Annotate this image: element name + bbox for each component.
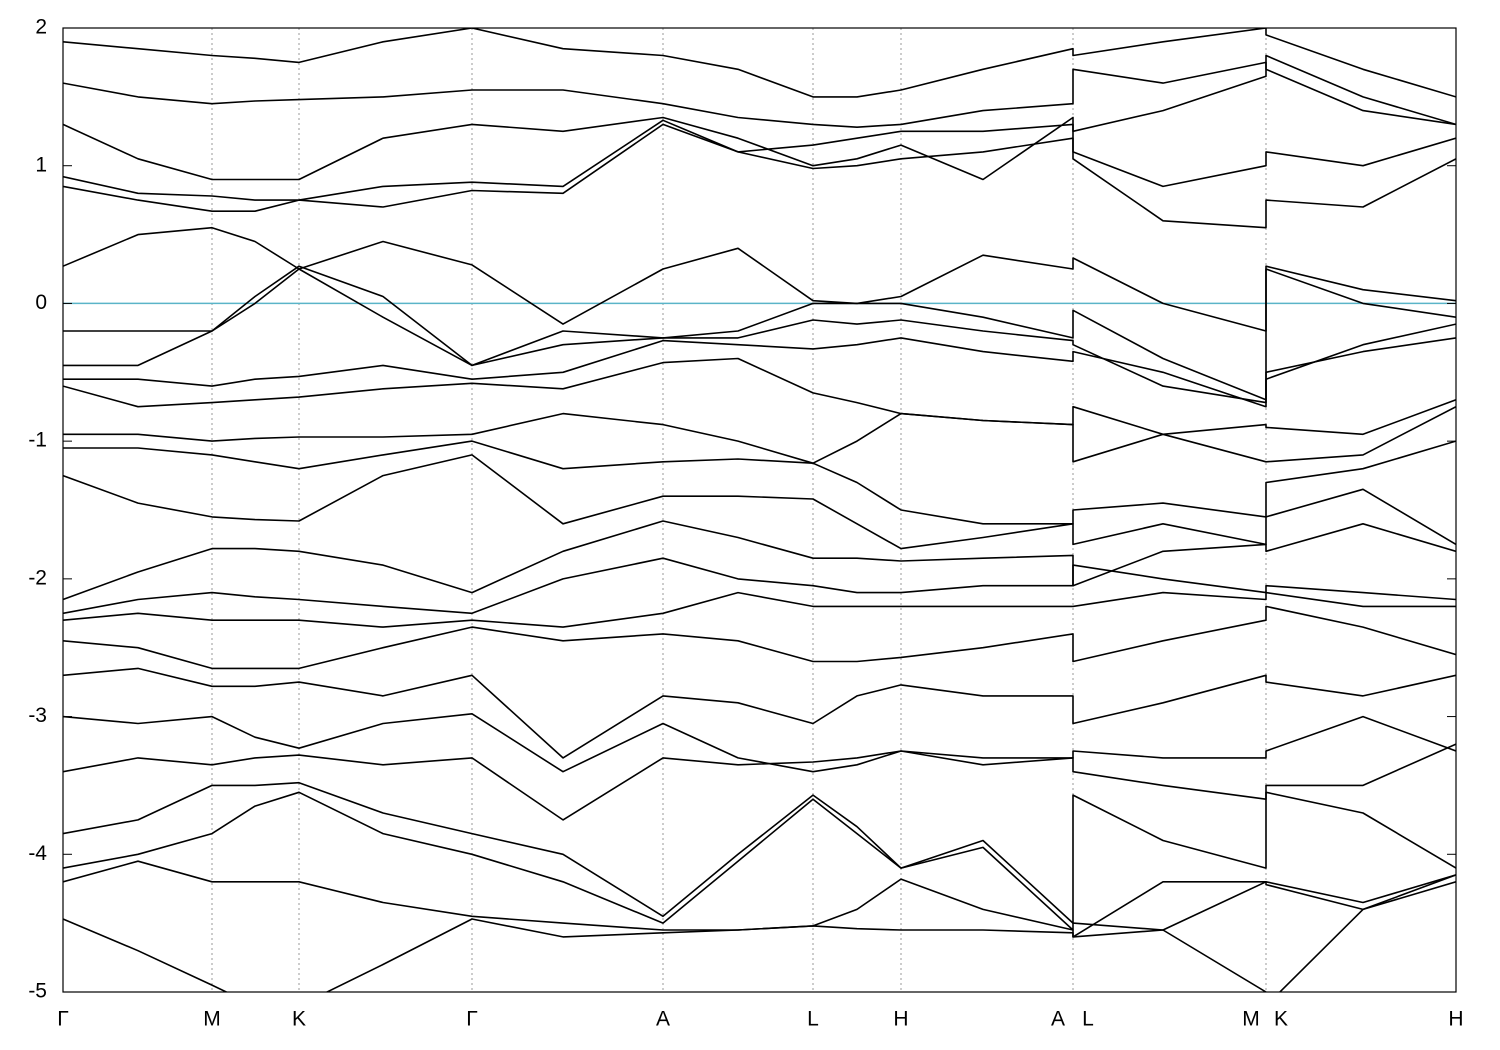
plot-frame (62, 27, 1457, 993)
x-tick-label: M (1242, 1008, 1260, 1031)
band-line (63, 54, 1456, 181)
y-tick-label: -2 (28, 566, 47, 589)
x-tick-label: H (893, 1008, 908, 1031)
x-tick-label: K (292, 1008, 306, 1031)
y-tick-label: -4 (28, 842, 47, 865)
band-line (63, 268, 1456, 401)
band-line (63, 440, 1456, 525)
grid (211, 28, 1267, 992)
band-line (63, 265, 1456, 404)
x-tick-label: M (203, 1008, 221, 1031)
x-tick-label: L (1082, 1008, 1094, 1031)
x-tick-label: Γ (466, 1008, 478, 1031)
x-tick-label: A (1051, 1008, 1065, 1031)
band-line (63, 605, 1456, 670)
band-line (63, 226, 1456, 332)
y-tick-label: -5 (28, 980, 47, 1003)
bands (63, 28, 1456, 992)
band-line (63, 405, 1456, 464)
band-line (63, 337, 1456, 408)
band-line (63, 557, 1456, 615)
band-line (63, 874, 1456, 992)
band-line (63, 123, 1456, 229)
x-tick-label: H (1448, 1008, 1463, 1031)
band-line (63, 357, 1456, 436)
y-tick-label: -3 (28, 704, 47, 727)
band-line (63, 860, 1456, 938)
y-tick-label: -1 (28, 429, 47, 452)
band-line (63, 713, 1456, 773)
band-line (63, 520, 1456, 601)
band-line (63, 454, 1456, 550)
band-line (63, 743, 1456, 821)
band-line (63, 791, 1456, 931)
x-tick-label: A (656, 1008, 670, 1031)
x-tick-label: K (1274, 1008, 1288, 1031)
band-line (63, 119, 1456, 201)
band-line (63, 28, 1456, 98)
band-line (63, 61, 1456, 128)
y-tick-label: 2 (35, 16, 47, 39)
band-line (63, 667, 1456, 759)
x-tick-label: Γ (57, 1008, 69, 1031)
y-tick-label: 0 (35, 291, 47, 314)
x-tick-label: L (807, 1008, 819, 1031)
y-tick-label: 1 (35, 153, 47, 176)
band-line (63, 781, 1456, 924)
band-line (63, 591, 1456, 628)
